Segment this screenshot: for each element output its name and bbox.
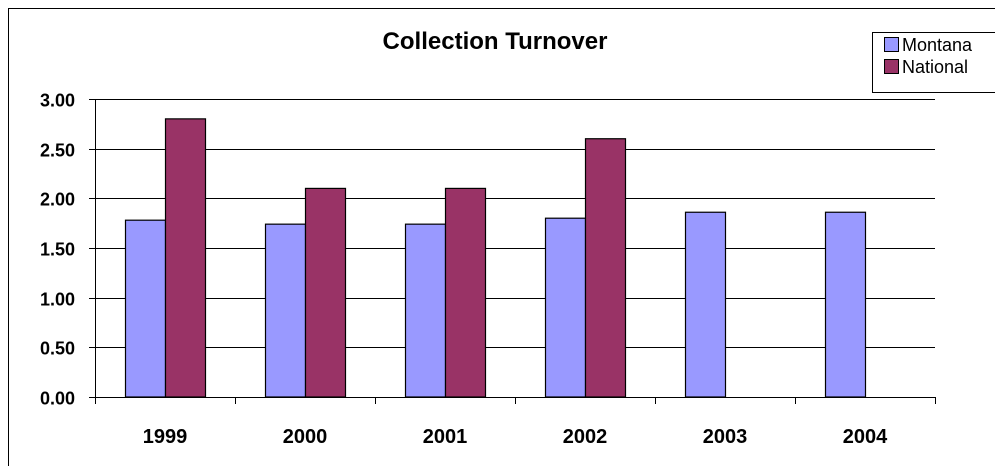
- bar-montana-2003: [686, 212, 726, 397]
- chart-title: Collection Turnover: [383, 28, 608, 55]
- y-tick-label: 1.50: [40, 240, 75, 260]
- legend-swatch-montana: [885, 38, 899, 52]
- x-tick-label: 2002: [563, 426, 608, 448]
- x-tick-label: 2004: [843, 426, 888, 448]
- legend-swatch-national: [885, 60, 899, 74]
- bar-national-1999: [166, 119, 206, 397]
- bar-montana-2004: [826, 212, 866, 397]
- bar-national-2001: [446, 188, 486, 397]
- y-tick-label: 2.50: [40, 141, 75, 161]
- bar-national-2000: [306, 188, 346, 397]
- legend-label-national: National: [902, 57, 968, 77]
- legend-label-montana: Montana: [902, 35, 973, 55]
- y-tick-label: 3.00: [40, 91, 75, 111]
- y-tick-label: 2.00: [40, 190, 75, 210]
- bar-montana-2001: [406, 224, 446, 397]
- x-tick-label: 2003: [703, 426, 748, 448]
- bar-montana-2002: [546, 218, 586, 397]
- x-tick-label: 2001: [423, 426, 468, 448]
- x-tick-label: 2000: [283, 426, 328, 448]
- bar-national-2002: [586, 139, 626, 397]
- y-tick-label: 0.50: [40, 339, 75, 359]
- y-tick-label: 1.00: [40, 290, 75, 310]
- bar-montana-1999: [126, 220, 166, 397]
- y-tick-label: 0.00: [40, 389, 75, 409]
- bar-montana-2000: [266, 224, 306, 397]
- x-tick-label: 1999: [143, 426, 188, 448]
